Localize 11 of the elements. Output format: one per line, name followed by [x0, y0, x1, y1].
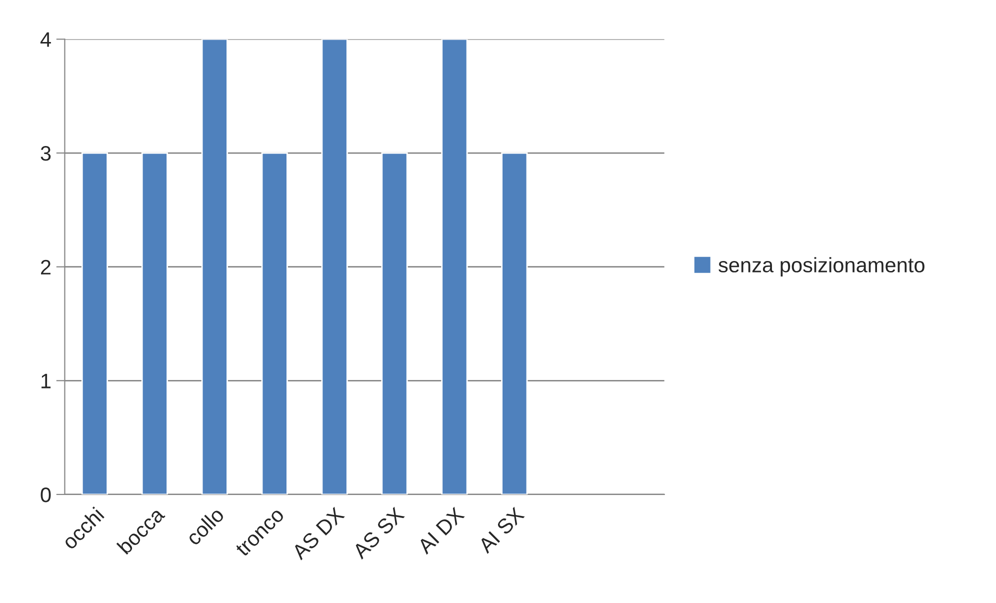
- x-tick-label: AI DX: [416, 506, 465, 555]
- x-tick-label: collo: [184, 506, 225, 546]
- y-tick-label: 3: [40, 146, 51, 161]
- x-tick-label: AS SX: [352, 506, 406, 560]
- y-tick-label: 0: [40, 487, 51, 502]
- y-tick-label: 2: [41, 260, 50, 274]
- x-tick-label: AI SX: [477, 506, 525, 554]
- y-tick-label: 4: [40, 32, 51, 47]
- x-tick-label: AS DX: [290, 506, 346, 561]
- y-tick-label: 1: [42, 374, 51, 388]
- legend-label: senza posizionamento: [718, 257, 924, 277]
